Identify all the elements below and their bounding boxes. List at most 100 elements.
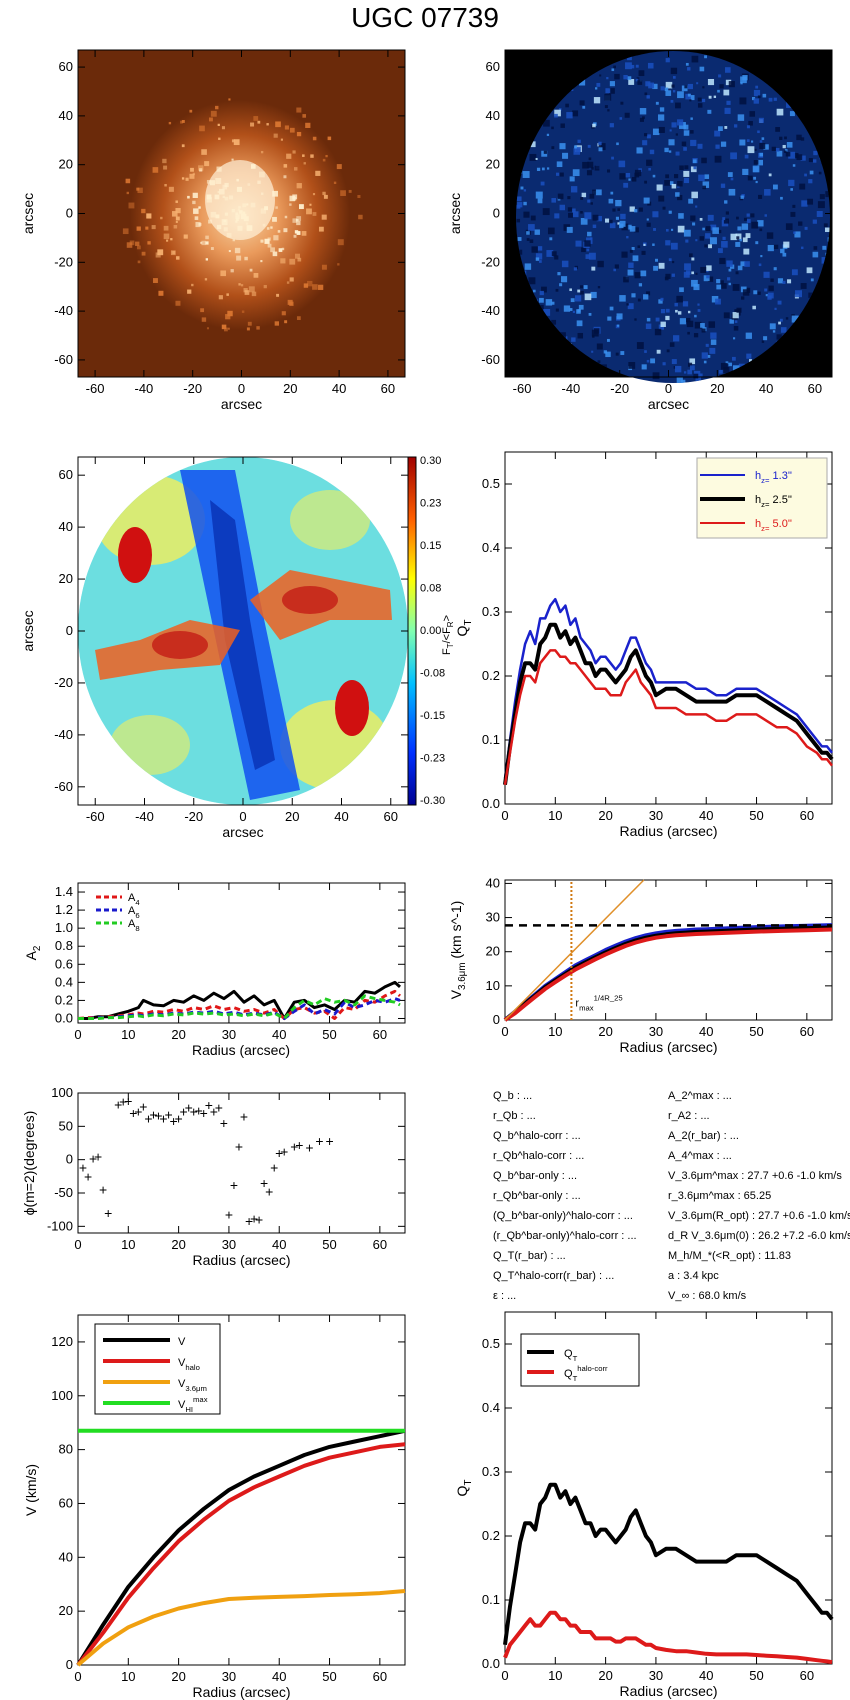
speckle-pixel bbox=[729, 319, 734, 324]
speckle-pixel bbox=[173, 224, 178, 229]
panel-3-axes: -60 -40 -20 0 20 40 60 -60 -40 -20 0 20 40 60 arcsec ar… bbox=[20, 456, 409, 840]
speckle-pixel bbox=[284, 215, 288, 219]
speckle-pixel bbox=[303, 283, 309, 288]
speckle-pixel bbox=[222, 195, 225, 199]
scatter-point: + bbox=[230, 1177, 238, 1193]
speckle-pixel bbox=[761, 137, 765, 140]
speckle-pixel bbox=[704, 174, 710, 179]
speckle-pixel bbox=[780, 248, 785, 254]
x-tick-label: 0 bbox=[501, 1668, 508, 1683]
speckle-pixel bbox=[804, 226, 808, 230]
speckle-pixel bbox=[554, 255, 559, 260]
speckle-pixel bbox=[536, 167, 541, 172]
speckle-pixel bbox=[691, 271, 694, 275]
speckle-pixel bbox=[540, 181, 545, 186]
speckle-pixel bbox=[562, 152, 569, 159]
y-tick-label: 0.5 bbox=[482, 476, 500, 491]
speckle-pixel bbox=[626, 55, 632, 61]
speckle-pixel bbox=[628, 79, 635, 85]
speckle-pixel bbox=[283, 164, 288, 168]
x-axis-label: Radius (arcsec) bbox=[192, 1042, 290, 1058]
speckle-pixel bbox=[715, 144, 720, 149]
speckle-pixel bbox=[559, 172, 564, 177]
speckle-pixel bbox=[274, 321, 280, 326]
colorbar-tick-label: -0.15 bbox=[420, 710, 445, 722]
speckle-pixel bbox=[746, 139, 750, 142]
y-tick-label: 0 bbox=[493, 1012, 500, 1027]
speckle-pixel bbox=[632, 255, 639, 262]
speckle-pixel bbox=[690, 130, 694, 134]
speckle-pixel bbox=[611, 68, 615, 72]
speckle-pixel bbox=[629, 249, 633, 253]
speckle-pixel bbox=[554, 113, 558, 118]
speckle-pixel bbox=[195, 221, 201, 228]
speckle-pixel bbox=[606, 338, 610, 342]
y-tick-label: 100 bbox=[51, 1085, 73, 1100]
scatter-point: + bbox=[89, 1150, 97, 1166]
info-left-row: Q_b^halo-corr : ... bbox=[493, 1130, 581, 1142]
speckle-pixel bbox=[763, 144, 769, 150]
speckle-pixel bbox=[516, 204, 521, 209]
speckle-pixel bbox=[739, 139, 746, 146]
speckle-pixel bbox=[647, 62, 654, 69]
red-core-left bbox=[152, 631, 208, 659]
speckle-pixel bbox=[645, 81, 651, 87]
speckle-pixel bbox=[745, 332, 752, 339]
yellow-lobe-bottom-left bbox=[110, 715, 190, 775]
scatter-point: + bbox=[215, 1100, 223, 1116]
speckle-pixel bbox=[690, 166, 697, 173]
speckle-pixel bbox=[628, 361, 636, 369]
speckle-pixel bbox=[609, 219, 613, 224]
y-tick-label: 0.1 bbox=[482, 1592, 500, 1607]
scatter-point: + bbox=[305, 1140, 313, 1156]
speckle-pixel bbox=[808, 292, 814, 298]
speckle-pixel bbox=[266, 123, 269, 126]
speckle-pixel bbox=[190, 167, 194, 172]
scatter-point: + bbox=[235, 1138, 243, 1154]
x-axis-label: arcsec bbox=[222, 824, 263, 840]
series-line bbox=[503, 1610, 833, 1665]
speckle-pixel bbox=[136, 245, 141, 250]
info-left-row: Q_b : ... bbox=[493, 1090, 533, 1102]
speckle-pixel bbox=[587, 144, 591, 148]
speckle-pixel bbox=[619, 295, 626, 302]
speckle-pixel bbox=[626, 224, 632, 230]
speckle-pixel bbox=[181, 144, 185, 148]
speckle-pixel bbox=[283, 228, 288, 233]
speckle-pixel bbox=[737, 226, 742, 231]
speckle-pixel bbox=[306, 208, 312, 215]
speckle-pixel bbox=[685, 239, 689, 243]
x-tick-label: -40 bbox=[561, 381, 580, 396]
info-right-row: A_4^max : ... bbox=[668, 1150, 732, 1162]
y-axis-label: V (km/s) bbox=[23, 1464, 39, 1516]
speckle-pixel bbox=[286, 281, 290, 284]
speckle-pixel bbox=[231, 158, 234, 161]
speckle-pixel bbox=[736, 307, 742, 313]
slope-line bbox=[504, 879, 645, 1021]
speckle-pixel bbox=[214, 194, 220, 200]
x-axis-label: Radius (arcsec) bbox=[192, 1252, 290, 1268]
speckle-pixel bbox=[172, 211, 178, 217]
speckle-pixel bbox=[293, 167, 298, 171]
speckle-pixel bbox=[621, 223, 629, 231]
x-tick-label: 40 bbox=[272, 1237, 286, 1252]
speckle-pixel bbox=[731, 356, 736, 361]
speckle-pixel bbox=[302, 154, 305, 157]
speckle-pixel bbox=[200, 241, 203, 244]
speckle-pixel bbox=[752, 305, 756, 310]
legend-label: V bbox=[178, 1336, 186, 1348]
speckle-pixel bbox=[263, 284, 267, 289]
speckle-pixel bbox=[726, 100, 731, 105]
speckle-pixel bbox=[689, 95, 695, 101]
speckle-pixel bbox=[760, 255, 763, 258]
speckle-pixel bbox=[215, 214, 220, 219]
speckle-pixel bbox=[634, 272, 641, 279]
speckle-pixel bbox=[742, 289, 750, 296]
speckle-pixel bbox=[227, 310, 233, 317]
series-line bbox=[76, 1589, 406, 1667]
speckle-pixel bbox=[685, 93, 691, 100]
speckle-pixel bbox=[670, 242, 678, 250]
speckle-pixel bbox=[298, 204, 304, 210]
speckle-pixel bbox=[746, 125, 750, 129]
